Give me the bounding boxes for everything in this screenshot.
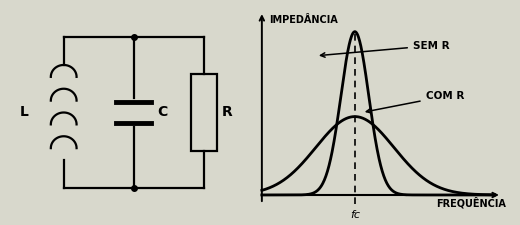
Text: FREQUÊNCIA: FREQUÊNCIA [436, 197, 505, 208]
Text: L: L [19, 106, 29, 119]
Text: IMPEDÂNCIA: IMPEDÂNCIA [269, 15, 338, 25]
Text: COM R: COM R [366, 91, 464, 113]
Text: SEM R: SEM R [320, 41, 449, 57]
Text: C: C [157, 106, 167, 119]
Bar [191, 74, 217, 151]
Text: fc: fc [350, 210, 360, 220]
Text: R: R [222, 106, 233, 119]
